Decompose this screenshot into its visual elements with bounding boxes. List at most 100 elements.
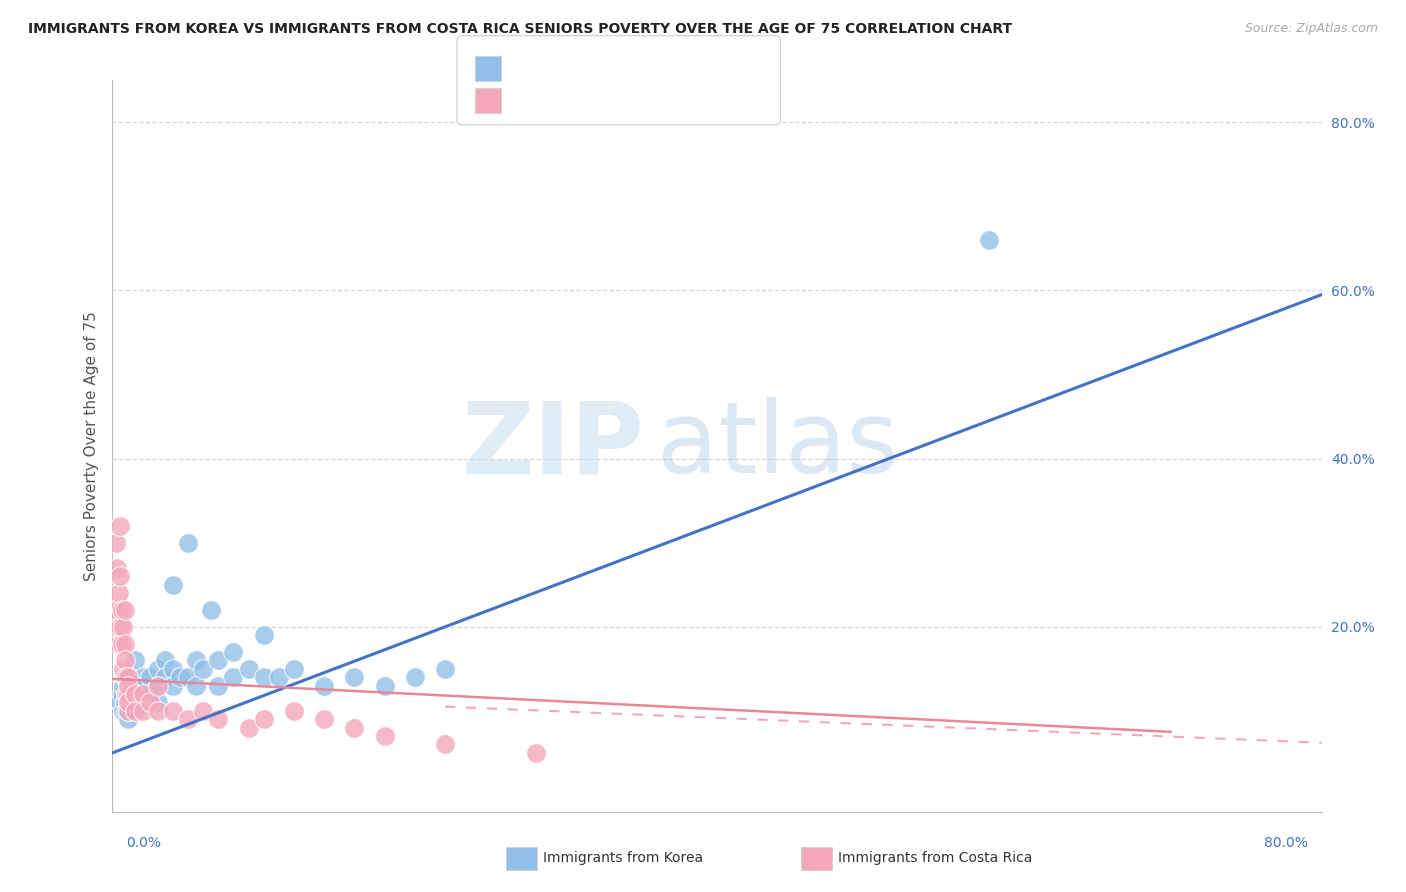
- Point: [115, 670, 138, 684]
- Point: [139, 670, 162, 684]
- Point: [108, 695, 131, 709]
- Point: [114, 695, 136, 709]
- Point: [977, 233, 1000, 247]
- Point: [124, 653, 146, 667]
- Point: [343, 721, 366, 735]
- Text: 54: 54: [654, 62, 675, 77]
- Y-axis label: Seniors Poverty Over the Age of 75: Seniors Poverty Over the Age of 75: [83, 311, 98, 581]
- Point: [162, 679, 184, 693]
- Point: [132, 687, 155, 701]
- Point: [433, 662, 456, 676]
- Point: [238, 662, 260, 676]
- Text: N =: N =: [607, 94, 651, 109]
- Text: Immigrants from Korea: Immigrants from Korea: [543, 851, 703, 865]
- Point: [374, 679, 396, 693]
- Point: [117, 695, 139, 709]
- Point: [108, 620, 131, 634]
- Point: [146, 679, 169, 693]
- Point: [162, 704, 184, 718]
- Point: [110, 603, 132, 617]
- Point: [107, 636, 129, 650]
- Point: [191, 704, 214, 718]
- Point: [314, 712, 336, 726]
- Point: [110, 636, 132, 650]
- Text: -0.140: -0.140: [551, 94, 606, 109]
- Point: [114, 603, 136, 617]
- Point: [283, 704, 305, 718]
- Point: [132, 687, 155, 701]
- Point: [117, 704, 139, 718]
- Text: ZIP: ZIP: [461, 398, 644, 494]
- Point: [343, 670, 366, 684]
- Point: [117, 679, 139, 693]
- Point: [124, 687, 146, 701]
- Point: [314, 679, 336, 693]
- Point: [146, 679, 169, 693]
- Point: [524, 746, 547, 760]
- Text: Source: ZipAtlas.com: Source: ZipAtlas.com: [1244, 22, 1378, 36]
- Point: [155, 670, 177, 684]
- Point: [132, 670, 155, 684]
- Point: [253, 670, 276, 684]
- Point: [283, 662, 305, 676]
- Point: [253, 712, 276, 726]
- Point: [146, 704, 169, 718]
- Point: [184, 653, 207, 667]
- Point: [222, 645, 245, 659]
- Point: [139, 695, 162, 709]
- Point: [222, 670, 245, 684]
- Point: [191, 662, 214, 676]
- Point: [404, 670, 426, 684]
- Point: [169, 670, 191, 684]
- Point: [146, 695, 169, 709]
- Point: [117, 687, 139, 701]
- Point: [107, 586, 129, 600]
- Point: [146, 662, 169, 676]
- Point: [114, 670, 136, 684]
- Point: [132, 704, 155, 718]
- Point: [132, 679, 155, 693]
- Point: [112, 620, 135, 634]
- Text: atlas: atlas: [657, 398, 898, 494]
- Point: [117, 687, 139, 701]
- Point: [124, 704, 146, 718]
- Text: R =: R =: [509, 62, 543, 77]
- Point: [162, 662, 184, 676]
- Point: [112, 704, 135, 718]
- Point: [207, 653, 229, 667]
- Text: 0.0%: 0.0%: [127, 836, 162, 850]
- Point: [105, 561, 128, 575]
- Point: [117, 695, 139, 709]
- Point: [117, 704, 139, 718]
- Point: [132, 695, 155, 709]
- Point: [155, 653, 177, 667]
- Point: [105, 603, 128, 617]
- Point: [200, 603, 222, 617]
- Point: [238, 721, 260, 735]
- Point: [124, 679, 146, 693]
- Point: [117, 670, 139, 684]
- Point: [114, 636, 136, 650]
- Text: 41: 41: [654, 94, 675, 109]
- Point: [112, 679, 135, 693]
- Point: [177, 535, 200, 549]
- Text: 80.0%: 80.0%: [1264, 836, 1308, 850]
- Point: [162, 578, 184, 592]
- Point: [177, 712, 200, 726]
- Point: [253, 628, 276, 642]
- Point: [117, 712, 139, 726]
- Point: [124, 695, 146, 709]
- Point: [177, 670, 200, 684]
- Point: [117, 704, 139, 718]
- Text: R =: R =: [509, 94, 543, 109]
- Point: [374, 729, 396, 743]
- Point: [115, 687, 138, 701]
- Point: [117, 679, 139, 693]
- Text: N =: N =: [607, 62, 651, 77]
- Point: [115, 687, 138, 701]
- Point: [207, 712, 229, 726]
- Point: [267, 670, 290, 684]
- Point: [433, 738, 456, 752]
- Point: [139, 687, 162, 701]
- Point: [110, 687, 132, 701]
